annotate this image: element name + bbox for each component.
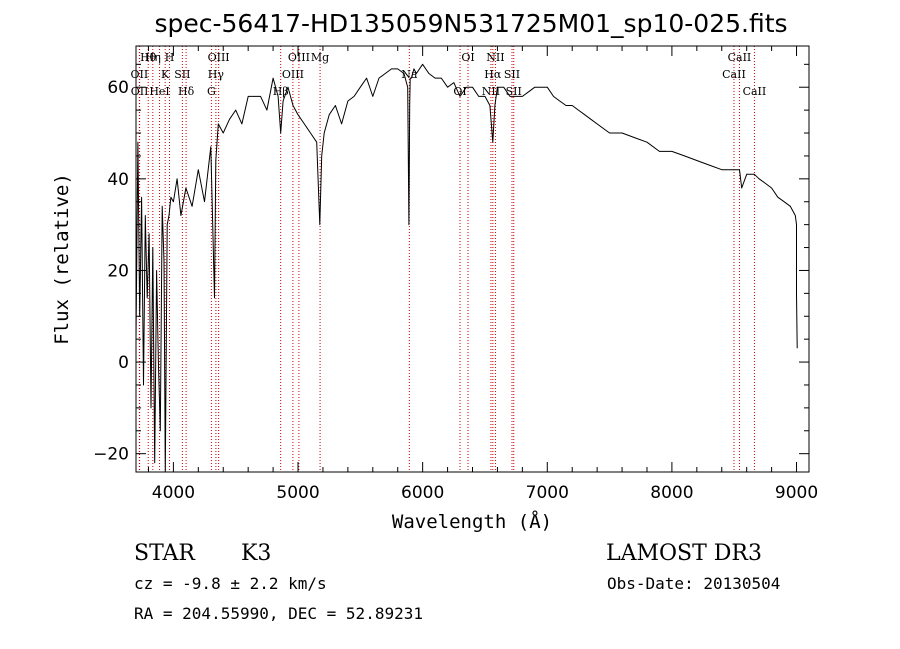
x-ticks: 4000 5000 6000 7000 8000 9000 [147,46,818,503]
plot-frame [135,45,810,473]
spectral-line-label: SII [174,68,190,81]
spectral-line-label: OIII [288,51,310,64]
spectral-line-label: OIII [282,68,304,81]
x-tick-label: 8000 [650,483,693,503]
y-tick-label: 20 [107,261,129,281]
spectral-line-label: Mg [311,51,329,64]
spectral-line-label: SII [506,85,522,98]
spectral-line-label: Hδ [178,85,195,98]
y-tick-label: 40 [107,170,129,190]
x-tick-label: 6000 [401,483,444,503]
spectral-line-label: G [207,85,216,98]
spectral-line-label: Hγ [208,68,225,81]
spectral-line-label: Hη [145,51,161,64]
spectral-line-label: Na [401,68,418,81]
object-subclass: K3 [241,541,271,566]
marker-labels: Hθ OII OII HηK HeI H SII Hδ OIII Hγ G OIII OIII Hβ Mg N… [131,51,767,98]
spectral-line-label: NII [486,51,504,64]
obs-date: Obs-Date: 20130504 [607,574,780,593]
spectral-line-label: SII [504,68,520,81]
spectral-line-label: NII [482,85,500,98]
spectral-line-label: CaII [722,68,746,81]
spectral-line-label: Hθ [140,51,157,64]
y-ticks: −20 0 20 40 60 [93,63,809,465]
y-axis-label: Flux (relative) [51,173,73,345]
x-tick-label: 7000 [526,483,569,503]
coordinates: RA = 204.55990, DEC = 52.89231 [134,604,423,623]
x-tick-label: 4000 [152,483,195,503]
y-tick-label: 60 [107,78,129,98]
marker-lines [138,46,755,472]
x-tick-label: 9000 [775,483,818,503]
spectral-line-label: OIII [208,51,230,64]
spectral-line-label: Hα [484,68,502,81]
spectral-line-label: OII [131,85,149,98]
spectral-line-label: CaII [728,51,752,64]
x-axis-label: Wavelength (Å) [392,510,552,533]
spectral-line-label: Hβ [273,85,289,98]
y-tick-label: −20 [93,445,129,465]
redshift-cz: cz = -9.8 ± 2.2 km/s [134,574,327,593]
spectral-line-label: CaII [743,85,767,98]
object-class: STAR [134,541,196,566]
x-tick-label: 5000 [276,483,319,503]
spectral-line-label: OI [461,51,474,64]
spectral-line-label: K [161,68,170,81]
chart-title: spec-56417-HD135059N531725M01_sp10-025.f… [154,9,787,38]
survey-name: LAMOST DR3 [606,541,762,566]
spectrum-series [135,63,798,473]
spectrum-line [135,63,798,473]
spectral-line-label: H [165,51,175,64]
spectral-line-label: HeI [149,85,169,98]
spectral-line-label: OII [131,68,149,81]
y-tick-label: 0 [118,353,129,373]
